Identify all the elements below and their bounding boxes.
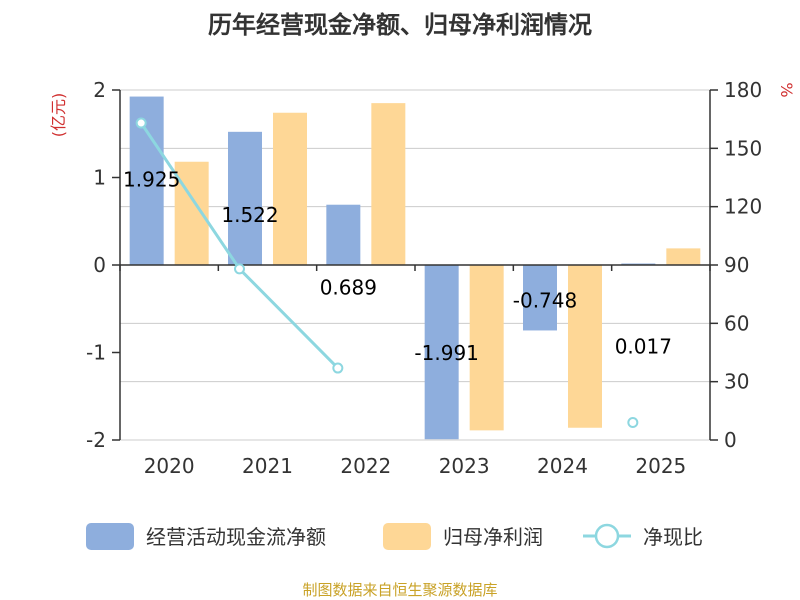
legend-label-1: 归母净利润 xyxy=(443,525,543,549)
ratio-line-group xyxy=(135,117,639,428)
x-tick-label-2025: 2025 xyxy=(635,454,686,478)
data-label-cashflow-2024: -0.748 xyxy=(513,289,577,313)
legend-label-2: 净现比 xyxy=(643,525,703,549)
bar-netprofit-2025 xyxy=(666,248,701,265)
y-right-unit-label: % xyxy=(777,82,796,97)
y-left-tick-label: 2 xyxy=(93,78,106,102)
ratio-point-2021 xyxy=(234,263,245,275)
ratio-point-2022 xyxy=(332,362,344,374)
bar-cashflow-2020 xyxy=(129,96,164,265)
x-tick-label-2023: 2023 xyxy=(439,454,490,478)
data-label-cashflow-2022: 0.689 xyxy=(320,276,377,300)
y-right-tick-label: 120 xyxy=(724,195,762,219)
bar-netprofit-2023 xyxy=(469,265,504,431)
legend-label-0: 经营活动现金流净额 xyxy=(146,525,326,549)
data-label-cashflow-2020: 1.925 xyxy=(123,168,180,192)
data-label-cashflow-2021: 1.522 xyxy=(221,203,278,227)
y-right-tick-label: 180 xyxy=(724,78,762,102)
bar-series-group xyxy=(129,96,701,440)
x-tick-label-2020: 2020 xyxy=(144,454,195,478)
y-right-tick-label: 90 xyxy=(724,253,749,277)
bar-cashflow-2024 xyxy=(523,265,557,331)
bar-netprofit-2024 xyxy=(568,265,602,428)
y-right-tick-label: 0 xyxy=(724,428,737,452)
y-left-tick-label: 0 xyxy=(93,253,106,277)
x-tick-label-2022: 2022 xyxy=(340,454,391,478)
ratio-point-2020 xyxy=(135,117,147,129)
source-note: 制图数据来自恒生聚源数据库 xyxy=(302,581,497,599)
data-label-cashflow-2023: -1.991 xyxy=(414,341,478,365)
axes: 2 1 0 -1 -2 180 150 120 90 60 30 0 2020 2021 2022 2023 2… xyxy=(86,78,762,478)
legend-swatch-0 xyxy=(86,523,134,550)
ratio-point-2025 xyxy=(627,417,639,428)
data-labels: 1.925 1.522 0.689 -1.991 -0.748 0.017 xyxy=(123,168,672,365)
y-right-tick-label: 150 xyxy=(724,136,762,160)
bar-cashflow-2023 xyxy=(424,265,459,440)
legend: 经营活动现金流净额 归母净利润 净现比 xyxy=(86,523,703,550)
legend-marker-swatch xyxy=(594,523,620,549)
x-tick-label-2021: 2021 xyxy=(242,454,293,478)
y-right-tick-label: 30 xyxy=(724,370,749,394)
bar-netprofit-2021 xyxy=(273,112,307,265)
chart-title: 历年经营现金净额、归母净利润情况 xyxy=(208,11,592,39)
bar-cashflow-2022 xyxy=(326,204,361,265)
legend-swatch-1 xyxy=(383,523,431,550)
data-label-cashflow-2025: 0.017 xyxy=(615,335,672,359)
y-left-tick-label: 1 xyxy=(93,166,106,190)
y-left-tick-label: -1 xyxy=(86,341,106,365)
y-left-tick-label: -2 xyxy=(86,428,106,452)
y-left-unit-label: (亿元) xyxy=(49,93,68,138)
x-tick-label-2024: 2024 xyxy=(537,454,588,478)
bar-netprofit-2022 xyxy=(371,103,406,265)
y-right-tick-label: 60 xyxy=(724,311,749,335)
bar-cashflow-2021 xyxy=(228,131,262,265)
